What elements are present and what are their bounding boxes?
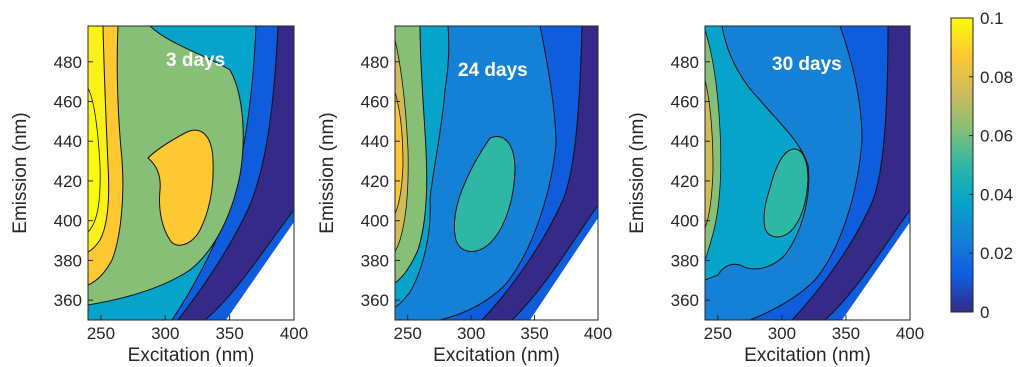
y-tick-label: 440 xyxy=(361,132,389,151)
x-tick-label: 250 xyxy=(87,324,115,343)
x-tick-label: 250 xyxy=(704,324,732,343)
y-axis-label: Emission (nm) xyxy=(627,112,648,233)
plot-frame xyxy=(394,25,599,321)
y-tick-label: 400 xyxy=(361,212,389,231)
x-tick-label: 350 xyxy=(215,324,243,343)
no-data-region xyxy=(530,218,598,320)
x-tick-label: 350 xyxy=(520,324,548,343)
y-tick-label: 420 xyxy=(361,172,389,191)
y-tick-label: 480 xyxy=(361,53,389,72)
x-tick-label: 400 xyxy=(896,324,924,343)
secondary-peak-0.06 xyxy=(453,136,516,252)
y-tick-label: 440 xyxy=(671,132,699,151)
colorbar-gradient xyxy=(950,17,974,313)
y-tick-label: 440 xyxy=(54,132,82,151)
contour-map xyxy=(705,26,910,320)
no-data-region xyxy=(842,222,910,320)
contour-map xyxy=(395,26,598,320)
y-tick-label: 380 xyxy=(361,251,389,270)
y-tick-label: 360 xyxy=(54,291,82,310)
y-tick-label: 460 xyxy=(361,92,389,111)
x-tick-label: 400 xyxy=(584,324,612,343)
contour-map xyxy=(88,26,294,320)
x-axis-label: Excitation (nm) xyxy=(744,345,871,366)
x-tick-label: 350 xyxy=(832,324,860,343)
y-tick-label: 400 xyxy=(671,212,699,231)
x-axis-label: Excitation (nm) xyxy=(128,345,255,366)
y-tick-label: 420 xyxy=(671,172,699,191)
contour-level-0.1 xyxy=(88,87,101,233)
y-tick-label: 460 xyxy=(54,92,82,111)
secondary-peak-0.05 xyxy=(763,148,809,238)
panel-title: 30 days xyxy=(772,54,842,75)
plot-frame xyxy=(87,25,295,321)
low-intensity-region xyxy=(791,26,910,320)
x-tick-label: 300 xyxy=(151,324,179,343)
y-tick-label: 460 xyxy=(671,92,699,111)
panel-title: 24 days xyxy=(458,60,528,81)
no-data-region xyxy=(226,222,294,320)
y-tick-label: 380 xyxy=(54,251,82,270)
secondary-peak-0.08 xyxy=(147,129,214,246)
colorbar: 0 0.02 0.04 0.06 0.08 0.1 xyxy=(950,9,1013,322)
y-axis-label: Emission (nm) xyxy=(317,112,338,233)
y-tick-label: 480 xyxy=(671,53,699,72)
y-tick-label: 360 xyxy=(671,291,699,310)
panel-title: 3 days xyxy=(166,50,225,71)
y-tick-label: 380 xyxy=(671,251,699,270)
low-intensity-region xyxy=(177,26,294,320)
y-axis-label: Emission (nm) xyxy=(10,112,31,233)
panel-30-days: 30 days xyxy=(704,25,911,321)
y-tick-label: 420 xyxy=(54,172,82,191)
colorbar-tick-label: 0.02 xyxy=(980,244,1013,263)
colorbar-tick-label: 0.08 xyxy=(980,68,1013,87)
contour-level-0.08 xyxy=(395,91,404,215)
colorbar-tick-label: 0.1 xyxy=(980,9,1004,28)
y-tick-label: 480 xyxy=(54,53,82,72)
low-intensity-region xyxy=(481,26,598,320)
panel-3-days: 3 days xyxy=(87,25,295,321)
plot-frame xyxy=(704,25,911,321)
panel-24-days: 24 days xyxy=(394,25,599,321)
colorbar-tick-label: 0 xyxy=(980,303,989,322)
y-tick-label: 360 xyxy=(361,291,389,310)
x-tick-label: 400 xyxy=(280,324,308,343)
x-tick-label: 300 xyxy=(768,324,796,343)
contour-level-0.07 xyxy=(705,79,714,229)
x-tick-label: 300 xyxy=(457,324,485,343)
y-tick-label: 400 xyxy=(54,212,82,231)
colorbar-tick-label: 0.06 xyxy=(980,127,1013,146)
x-axis-label: Excitation (nm) xyxy=(433,345,560,366)
colorbar-tick-label: 0.04 xyxy=(980,185,1013,204)
x-tick-label: 250 xyxy=(394,324,422,343)
